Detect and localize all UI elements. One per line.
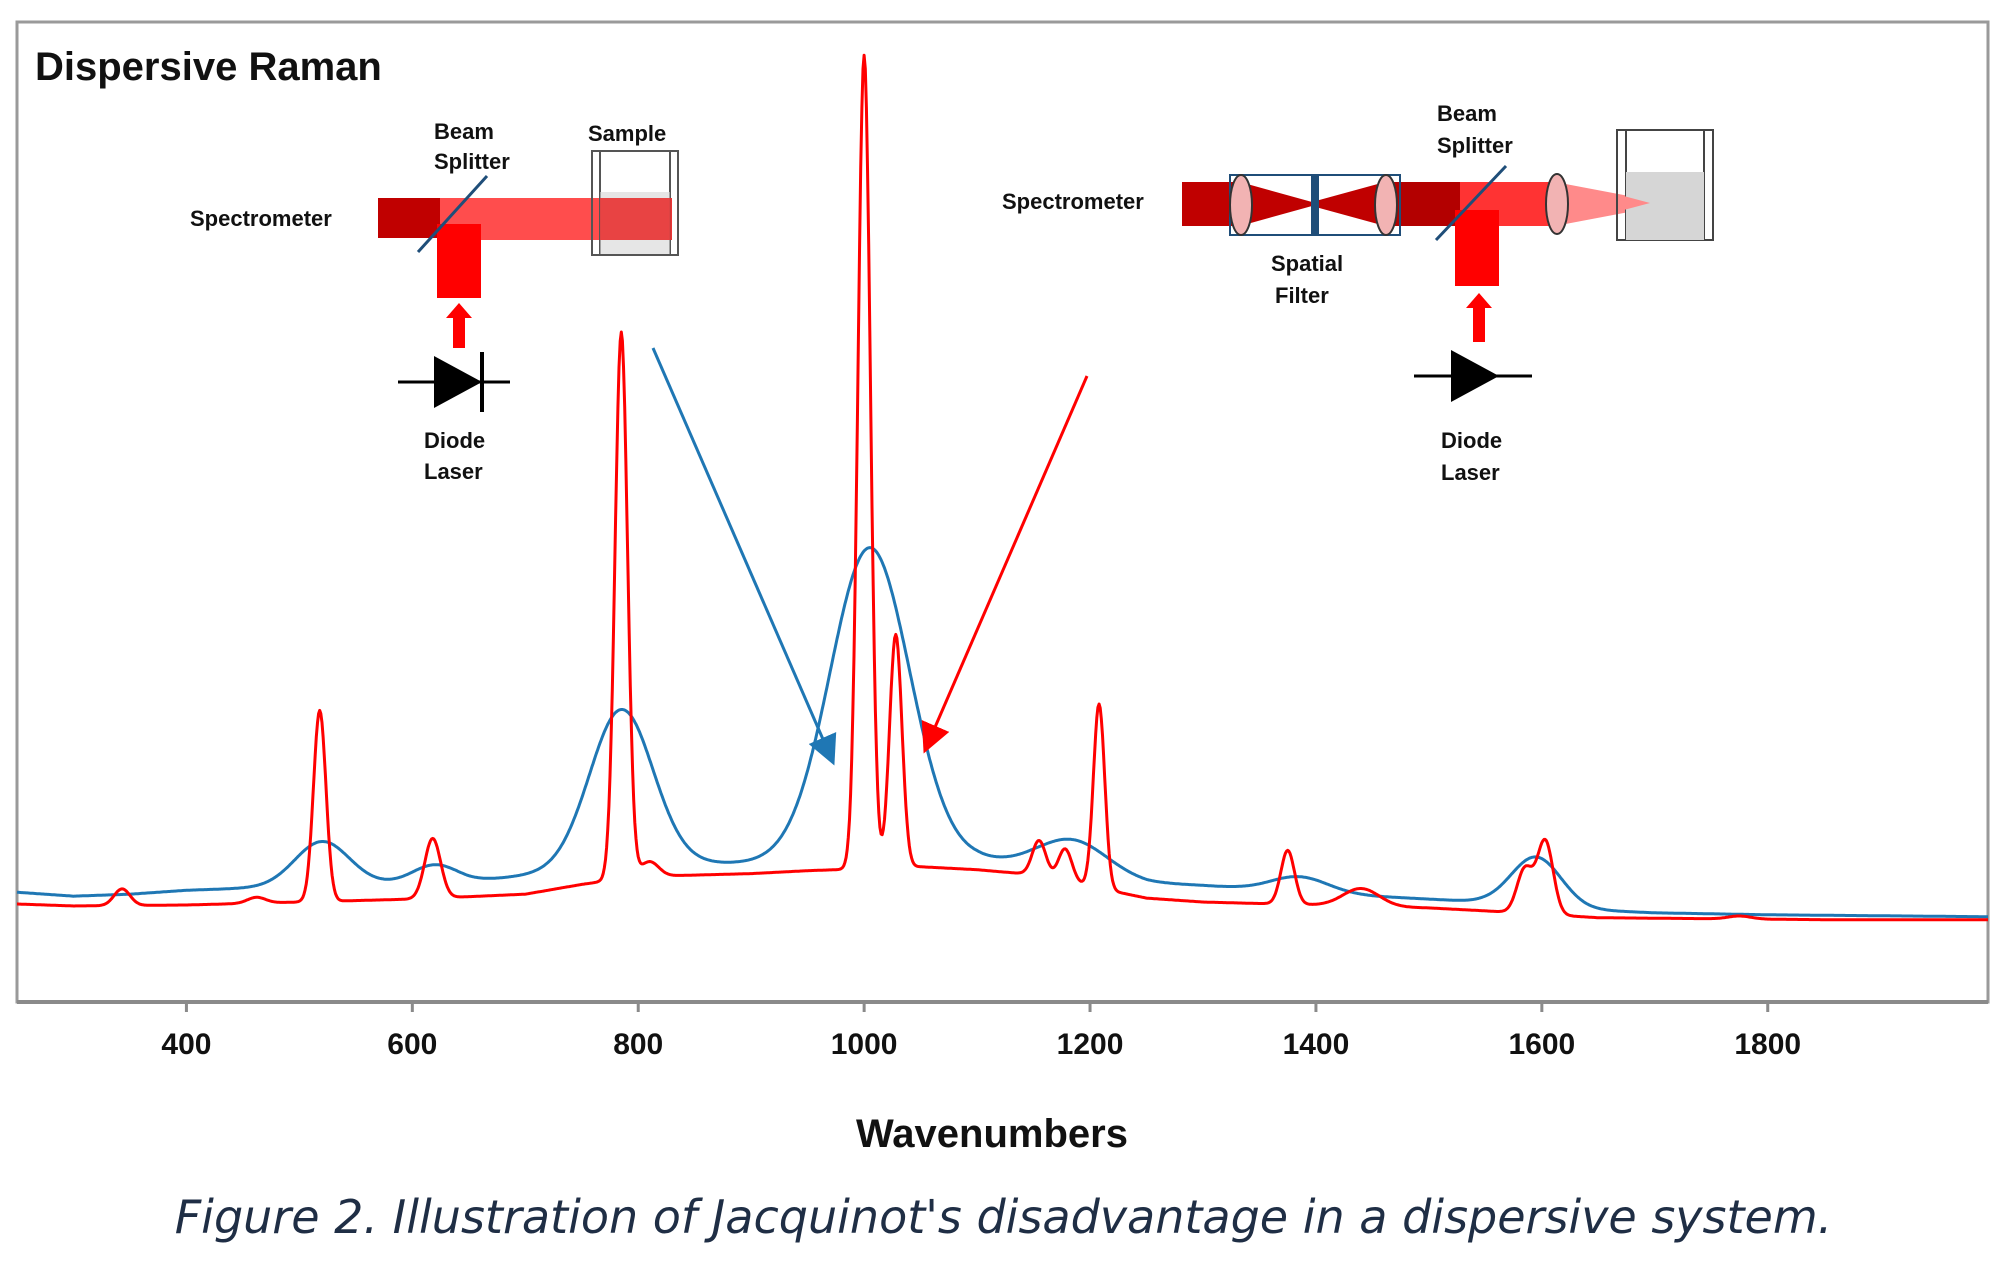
right-sample-cone-tip (1620, 195, 1650, 211)
x-axis-label: Wavenumbers (856, 1112, 1128, 1156)
right-diode-icon (1414, 350, 1532, 402)
left-up-arrow-icon (446, 303, 472, 348)
filter-label: Filter (1275, 283, 1329, 308)
chart-title: Dispersive Raman (35, 45, 382, 89)
left-beam-splitter (416, 174, 489, 254)
right-laser-beam (1455, 210, 1499, 286)
x-tick-label-1200: 1200 (1057, 1028, 1124, 1061)
series-line-red (16, 53, 1989, 922)
right-laser-label: Laser (1441, 460, 1500, 485)
blue-annotation-arrow (651, 347, 837, 766)
left-beam-label: Beam (434, 119, 494, 144)
right-up-arrow-icon (1466, 293, 1492, 342)
right-diverging-cone (1312, 182, 1385, 226)
left-spectrometer-label: Spectrometer (190, 206, 332, 231)
left-splitter-label: Splitter (434, 149, 510, 174)
right-middle-beam (1385, 182, 1465, 226)
x-tick-label-600: 600 (387, 1028, 437, 1061)
right-beam-label: Beam (1437, 101, 1497, 126)
left-sample-label: Sample (588, 121, 666, 146)
right-beam-splitter (1434, 164, 1508, 242)
x-tick-label-400: 400 (161, 1028, 211, 1061)
x-tick-label-1000: 1000 (831, 1028, 898, 1061)
x-tick-label-1600: 1600 (1508, 1028, 1575, 1061)
x-tick-label-1800: 1800 (1734, 1028, 1801, 1061)
spatial-label: Spatial (1271, 251, 1343, 276)
lens-1 (1229, 174, 1253, 236)
right-optical-diagram: Spectrometer Beam Splitter Spatial Filte… (1002, 101, 1714, 485)
left-optical-diagram: Spectrometer Beam Splitter Sample Diode … (190, 119, 679, 484)
left-laser-label: Laser (424, 459, 483, 484)
left-diode-label: Diode (424, 428, 485, 453)
left-diode-icon (398, 352, 510, 412)
right-splitter-label: Splitter (1437, 133, 1513, 158)
right-sample-cone (1555, 182, 1650, 226)
figure-caption: Figure 2. Illustration of Jacquinot's di… (174, 1190, 1833, 1244)
right-converging-cone (1240, 182, 1312, 226)
lens-2 (1374, 174, 1398, 236)
right-spectrometer-label: Spectrometer (1002, 189, 1144, 214)
plot-frame (15, 20, 1990, 1004)
right-diode-label: Diode (1441, 428, 1502, 453)
left-sample-beam-overlay (600, 198, 672, 240)
spatial-filter-housing (1229, 174, 1401, 236)
series-line-blue (16, 546, 1989, 919)
lens-3 (1545, 173, 1569, 235)
left-laser-beam (437, 224, 481, 298)
right-sample-cuvette (1616, 129, 1714, 241)
red-annotation-arrow (921, 375, 1089, 754)
x-tick-label-800: 800 (613, 1028, 663, 1061)
x-tick-label-1400: 1400 (1283, 1028, 1350, 1061)
